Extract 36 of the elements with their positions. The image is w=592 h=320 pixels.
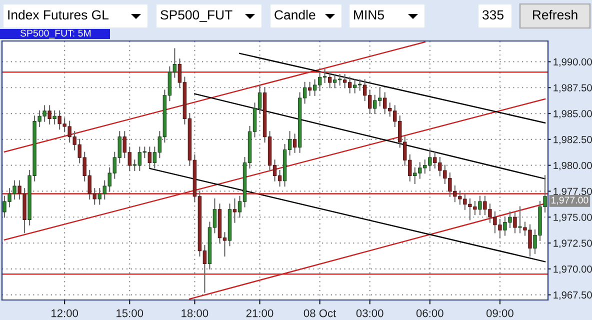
x-tick-label: 18:00 xyxy=(182,309,208,318)
x-tick-label: 12:00 xyxy=(52,309,78,318)
x-tick-label: 06:00 xyxy=(416,309,444,318)
x-tick-label: 21:00 xyxy=(246,309,274,318)
y-tick-label: 1,975.00 xyxy=(554,214,592,222)
text: 1,977.00 xyxy=(552,196,588,205)
candlestick xyxy=(513,211,517,234)
text: SP500_FUT xyxy=(160,10,232,22)
y-tick-label: 1,977.50 xyxy=(554,188,592,196)
candlestick xyxy=(52,110,56,124)
x-tick-label: 08 Oct xyxy=(304,309,336,318)
text: MIN5 xyxy=(354,10,384,20)
text: Refresh xyxy=(532,10,578,20)
chart-title: SP500_FUT: 5M xyxy=(20,30,91,38)
candlestick xyxy=(328,72,332,88)
candlestick xyxy=(232,198,237,223)
candlestick xyxy=(308,82,312,96)
x-tick-label: 15:00 xyxy=(116,309,144,318)
candlestick xyxy=(518,206,522,234)
y-tick-label: 1,985.00 xyxy=(554,110,592,118)
candlestick xyxy=(478,196,482,216)
y-tick-label: 1,980.00 xyxy=(554,162,592,170)
y-tick-label: 1,982.50 xyxy=(554,136,592,144)
candlestick xyxy=(292,134,297,153)
text: Candle xyxy=(274,10,316,20)
y-tick-label: 1,990.00 xyxy=(554,58,592,67)
y-tick-label: 1,972.50 xyxy=(554,240,592,248)
y-tick-label: 1,970.00 xyxy=(554,266,592,274)
candlestick xyxy=(148,146,152,168)
x-tick-label: 09:00 xyxy=(486,309,514,318)
candlestick xyxy=(48,105,52,124)
y-tick-label: 1,987.50 xyxy=(554,84,592,93)
x-tick-label: 03:00 xyxy=(356,309,384,318)
y-tick-label: 1,967.50 xyxy=(554,291,592,300)
text: 335 xyxy=(482,10,504,20)
text: Index Futures GL xyxy=(8,10,109,20)
